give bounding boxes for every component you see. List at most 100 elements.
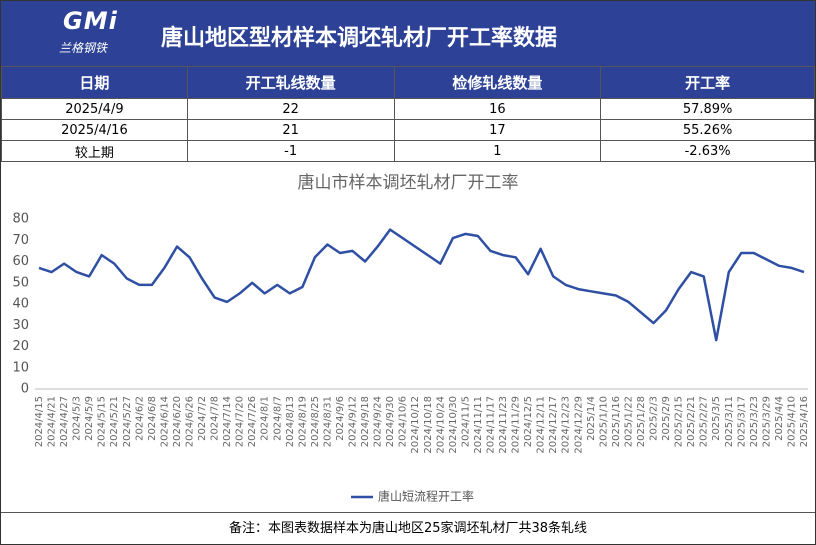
x-tick-label: 2025/2/9 <box>661 396 672 441</box>
x-tick-label: 2024/10/12 <box>410 396 421 454</box>
table-cell: 2025/4/16 <box>1 119 188 141</box>
x-tick-label: 2024/7/14 <box>222 396 233 447</box>
x-tick-label: 2024/12/17 <box>548 396 559 454</box>
x-tick-label: 2024/5/15 <box>97 396 108 447</box>
table-row: 2025/4/9 22 16 57.89% <box>1 98 815 120</box>
x-tick-label: 2024/11/11 <box>473 396 484 454</box>
table-cell: -2.63% <box>600 140 815 162</box>
table-cell: 2025/4/9 <box>1 98 188 120</box>
x-tick-label: 2024/11/29 <box>511 396 522 454</box>
x-tick-label: 2025/1/10 <box>598 396 609 447</box>
x-tick-label: 2024/4/27 <box>59 396 70 447</box>
x-tick-label: 2024/11/17 <box>485 396 496 454</box>
x-tick-label: 2025/2/27 <box>699 396 710 447</box>
x-tick-label: 2025/3/29 <box>761 396 772 447</box>
y-tick-label: 20 <box>12 339 29 354</box>
x-tick-label: 2024/11/23 <box>498 396 509 454</box>
y-tick-label: 60 <box>12 254 29 269</box>
x-tick-label: 2025/1/16 <box>611 396 622 447</box>
x-tick-label: 2025/2/15 <box>674 396 685 447</box>
x-tick-label: 2024/12/29 <box>573 396 584 454</box>
x-tick-label: 2024/7/2 <box>197 396 208 441</box>
x-tick-label: 2025/3/11 <box>724 396 735 447</box>
x-tick-label: 2024/8/31 <box>322 396 333 447</box>
x-tick-label: 2024/9/6 <box>335 396 346 441</box>
x-tick-label: 2025/1/4 <box>586 396 597 441</box>
table-cell: 1 <box>393 140 602 162</box>
table-cell: 57.89% <box>600 98 815 120</box>
x-tick-label: 2024/12/5 <box>523 396 534 447</box>
x-tick-label: 2024/8/25 <box>310 396 321 447</box>
x-tick-label: 2024/8/19 <box>297 396 308 447</box>
x-tick-label: 2025/1/28 <box>636 396 647 447</box>
x-tick-label: 2024/5/27 <box>122 396 133 447</box>
x-tick-label: 2024/9/30 <box>385 396 396 447</box>
y-tick-label: 30 <box>12 318 29 333</box>
x-tick-label: 2024/9/24 <box>373 396 384 447</box>
table-cell: 55.26% <box>600 119 815 141</box>
x-tick-label: 2024/7/26 <box>247 396 258 447</box>
x-tick-label: 2024/10/6 <box>398 396 409 447</box>
y-tick-label: 50 <box>12 275 29 290</box>
x-tick-label: 2025/1/22 <box>623 396 634 447</box>
x-tick-label: 2024/5/3 <box>72 396 83 441</box>
x-tick-label: 2025/3/17 <box>736 396 747 447</box>
table-cell: 17 <box>393 119 602 141</box>
x-tick-label: 2024/5/9 <box>84 396 95 441</box>
x-tick-label: 2025/4/10 <box>786 396 797 447</box>
x-tick-label: 2025/3/23 <box>749 396 760 447</box>
y-tick-label: 40 <box>12 297 29 312</box>
table-cell: 22 <box>186 98 395 120</box>
logo-sub: 兰格钢铁 <box>59 41 108 55</box>
y-tick-label: 0 <box>21 382 29 397</box>
chart-title: 唐山市样本调坯轧材厂开工率 <box>298 172 519 193</box>
y-tick-label: 10 <box>12 360 29 375</box>
column-header: 开工率 <box>600 66 815 99</box>
x-tick-label: 2024/9/18 <box>360 396 371 447</box>
x-tick-label: 2024/7/8 <box>210 396 221 441</box>
x-tick-label: 2024/12/11 <box>536 396 547 454</box>
x-tick-label: 2024/6/14 <box>159 396 170 447</box>
y-tick-label: 70 <box>12 233 29 248</box>
header: GMi 兰格钢铁 唐山地区型材样本调坯轧材厂开工率数据 <box>1 1 815 66</box>
legend-label: 唐山短流程开工率 <box>378 489 474 504</box>
x-tick-label: 2024/8/7 <box>272 396 283 441</box>
y-tick-label: 80 <box>12 212 29 227</box>
x-tick-label: 2024/7/20 <box>235 396 246 447</box>
table-cell: 21 <box>186 119 395 141</box>
x-tick-label: 2024/5/21 <box>109 396 120 447</box>
logo: GMi <box>63 7 118 35</box>
column-header: 日期 <box>1 66 188 99</box>
table-cell: 16 <box>393 98 602 120</box>
x-tick-label: 2024/8/13 <box>285 396 296 447</box>
title: 唐山地区型材样本调坯轧材厂开工率数据 <box>161 26 558 51</box>
table-cell: 较上期 <box>1 140 188 162</box>
table-row: 较上期 -1 1 -2.63% <box>1 140 815 162</box>
x-tick-label: 2024/12/23 <box>561 396 572 454</box>
data-table: 日期 开工轧线数量 检修轧线数量 开工率 2025/4/9 22 16 57.89% 2025… <box>1 66 815 162</box>
x-tick-label: 2024/6/20 <box>172 396 183 447</box>
chart: 唐山市样本调坯轧材厂开工率 0 10 20 30 40 50 60 70 80 2024/4/15… <box>12 172 810 504</box>
column-header: 开工轧线数量 <box>186 66 395 99</box>
column-header: 检修轧线数量 <box>393 66 602 99</box>
x-tick-label: 2024/10/18 <box>423 396 434 454</box>
x-tick-label: 2025/3/5 <box>711 396 722 441</box>
x-tick-label: 2024/11/5 <box>460 396 471 447</box>
table-row: 2025/4/16 21 17 55.26% <box>1 119 815 141</box>
x-tick-label: 2024/8/1 <box>260 396 271 441</box>
x-tick-label: 2025/2/3 <box>649 396 660 441</box>
x-tick-label: 2025/4/16 <box>799 396 810 447</box>
x-tick-label: 2025/2/21 <box>686 396 697 447</box>
footer: 备注：本图表数据样本为唐山地区25家调坯轧材厂共38条轧线 <box>1 512 815 545</box>
x-tick-label: 2024/10/30 <box>448 396 459 454</box>
x-tick-label: 2024/10/24 <box>435 396 446 454</box>
x-tick-label: 2024/6/8 <box>147 396 158 441</box>
x-tick-label: 2024/4/15 <box>34 396 45 447</box>
table-cell: -1 <box>186 140 395 162</box>
x-tick-label: 2025/4/4 <box>774 396 785 441</box>
x-tick-label: 2024/6/26 <box>184 396 195 447</box>
x-tick-label: 2024/4/21 <box>47 396 58 447</box>
x-tick-label: 2024/6/2 <box>134 396 145 441</box>
line <box>38 228 805 342</box>
